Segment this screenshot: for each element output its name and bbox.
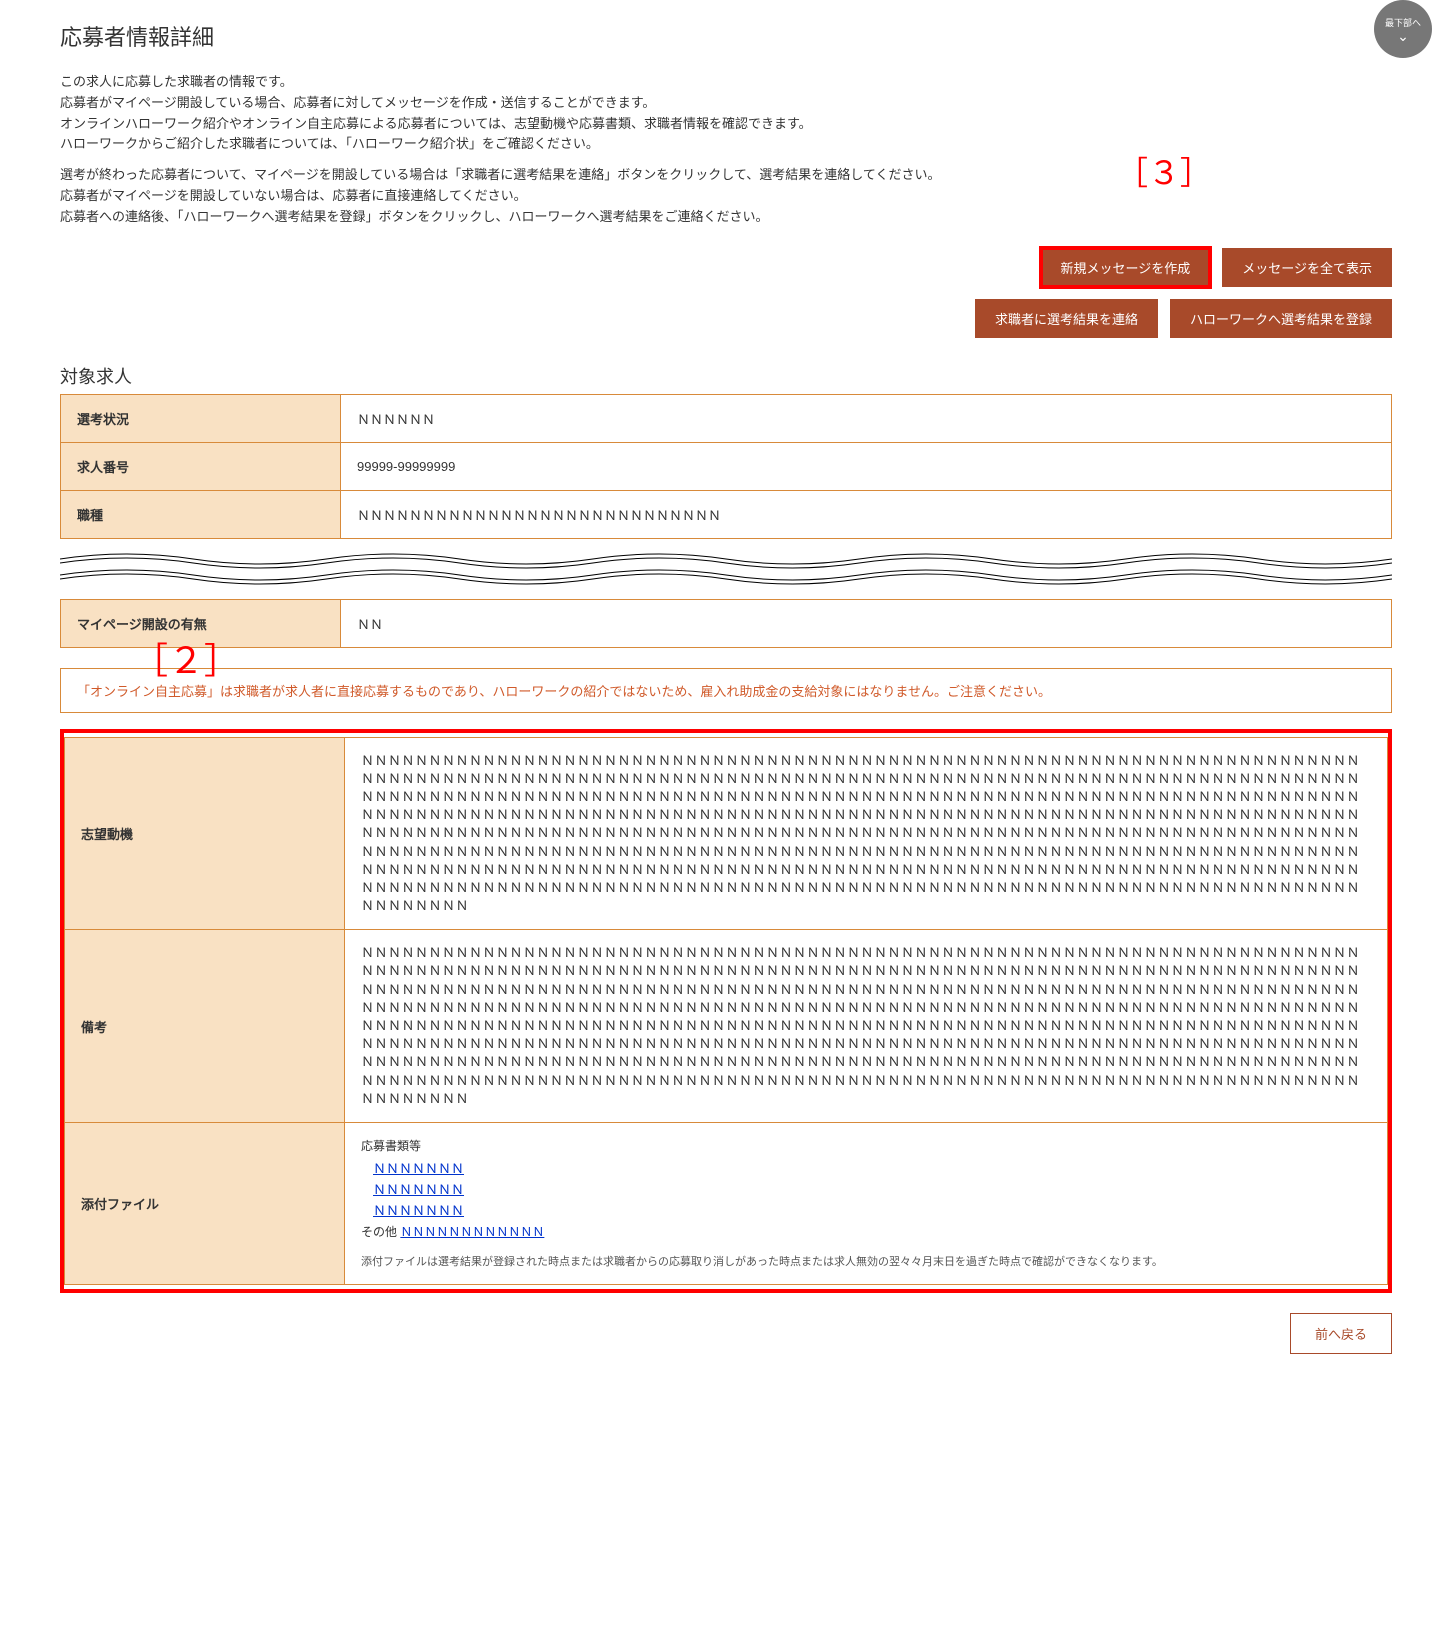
application-detail-table: 志望動機 ＮＮＮＮＮＮＮＮＮＮＮＮＮＮＮＮＮＮＮＮＮＮＮＮＮＮＮＮＮＮＮＮＮＮＮ… — [64, 737, 1388, 1286]
highlighted-section: 志望動機 ＮＮＮＮＮＮＮＮＮＮＮＮＮＮＮＮＮＮＮＮＮＮＮＮＮＮＮＮＮＮＮＮＮＮＮ… — [60, 729, 1392, 1294]
attachment-header: 応募書類等 — [361, 1137, 1371, 1154]
new-message-button[interactable]: 新規メッセージを作成 — [1041, 248, 1211, 287]
notify-applicant-button[interactable]: 求職者に選考結果を連絡 — [975, 299, 1158, 338]
intro-line: オンラインハローワーク紹介やオンライン自主応募による応募者については、志望動機や… — [60, 114, 1392, 135]
table-row: マイページ開設の有無 ＮＮ — [61, 599, 1392, 647]
section-target-job: 対象求人 — [60, 363, 1392, 389]
button-row-1: 新規メッセージを作成 メッセージを全て表示 — [60, 248, 1392, 287]
mypage-table: マイページ開設の有無 ＮＮ — [60, 599, 1392, 648]
content-break-icon — [60, 549, 1392, 589]
attachment-note: 添付ファイルは選考結果が登録された時点または求職者からの応募取り消しがあった時点… — [361, 1254, 1371, 1271]
table-row: 求人番号 99999-99999999 — [61, 442, 1392, 490]
cell-value: ＮＮＮＮＮＮＮＮＮＮＮＮＮＮＮＮＮＮＮＮＮＮＮＮＮＮＮＮＮＮＮＮＮＮＮＮＮＮＮＮ… — [345, 930, 1388, 1123]
register-result-button[interactable]: ハローワークへ選考結果を登録 — [1170, 299, 1392, 338]
table-row: 選考状況 ＮＮＮＮＮＮ — [61, 394, 1392, 442]
chevron-down-icon: ⌄ — [1397, 29, 1409, 43]
cell-value: ＮＮＮＮＮＮＮＮＮＮＮＮＮＮＮＮＮＮＮＮＮＮＮＮＮＮＮＮＮＮＮＮＮＮＮＮＮＮＮＮ… — [345, 737, 1388, 930]
intro-line: 応募者への連絡後、「ハローワークへ選考結果を登録」ボタンをクリックし、ハローワー… — [60, 207, 1392, 228]
back-button[interactable]: 前へ戻る — [1290, 1313, 1392, 1354]
cell-label: 備考 — [65, 930, 345, 1123]
cell-label: 職種 — [61, 490, 341, 538]
cell-value: 99999-99999999 — [341, 442, 1392, 490]
attachment-cell: 応募書類等 ＮＮＮＮＮＮＮ ＮＮＮＮＮＮＮ ＮＮＮＮＮＮＮ その他 ＮＮＮＮＮＮ… — [345, 1122, 1388, 1285]
show-all-messages-button[interactable]: メッセージを全て表示 — [1222, 248, 1392, 287]
intro-line: 応募者がマイページ開設している場合、応募者に対してメッセージを作成・送信すること… — [60, 93, 1392, 114]
button-row-2: 求職者に選考結果を連絡 ハローワークへ選考結果を登録 — [60, 299, 1392, 338]
cell-value: ＮＮＮＮＮＮＮＮＮＮＮＮＮＮＮＮＮＮＮＮＮＮＮＮＮＮＮＮ — [341, 490, 1392, 538]
page-title: 応募者情報詳細 — [60, 20, 1392, 52]
attachment-other-link[interactable]: ＮＮＮＮＮＮＮＮＮＮＮＮ — [400, 1225, 544, 1239]
scroll-to-bottom-badge[interactable]: 最下部へ ⌄ — [1374, 0, 1432, 58]
cell-label: 添付ファイル — [65, 1122, 345, 1285]
footer-button-row: 前へ戻る — [60, 1313, 1392, 1354]
attachment-other-label: その他 — [361, 1225, 400, 1239]
table-row: 備考 ＮＮＮＮＮＮＮＮＮＮＮＮＮＮＮＮＮＮＮＮＮＮＮＮＮＮＮＮＮＮＮＮＮＮＮＮＮ… — [65, 930, 1388, 1123]
attachment-link[interactable]: ＮＮＮＮＮＮＮ — [373, 1179, 1371, 1198]
scroll-badge-label: 最下部へ — [1385, 16, 1421, 29]
intro-line: この求人に応募した求職者の情報です。 — [60, 72, 1392, 93]
table-row: 志望動機 ＮＮＮＮＮＮＮＮＮＮＮＮＮＮＮＮＮＮＮＮＮＮＮＮＮＮＮＮＮＮＮＮＮＮＮ… — [65, 737, 1388, 930]
notice-box: 「オンライン自主応募」は求職者が求人者に直接応募するものであり、ハローワークの紹… — [60, 668, 1392, 713]
attachment-link[interactable]: ＮＮＮＮＮＮＮ — [373, 1158, 1371, 1177]
attachment-other: その他 ＮＮＮＮＮＮＮＮＮＮＮＮ — [361, 1223, 1371, 1240]
attachment-link[interactable]: ＮＮＮＮＮＮＮ — [373, 1200, 1371, 1219]
annotation-marker-2: ［２］ — [132, 632, 240, 684]
table-row: 添付ファイル 応募書類等 ＮＮＮＮＮＮＮ ＮＮＮＮＮＮＮ ＮＮＮＮＮＮＮ その他… — [65, 1122, 1388, 1285]
cell-label: 選考状況 — [61, 394, 341, 442]
cell-label: 求人番号 — [61, 442, 341, 490]
table-row: 職種 ＮＮＮＮＮＮＮＮＮＮＮＮＮＮＮＮＮＮＮＮＮＮＮＮＮＮＮＮ — [61, 490, 1392, 538]
cell-value: ＮＮＮＮＮＮ — [341, 394, 1392, 442]
cell-value: ＮＮ — [341, 599, 1392, 647]
annotation-marker-3: ［３］ — [1116, 148, 1212, 194]
notice-text: 「オンライン自主応募」は求職者が求人者に直接応募するものであり、ハローワークの紹… — [77, 684, 1051, 699]
cell-label: 志望動機 — [65, 737, 345, 930]
target-job-table: 選考状況 ＮＮＮＮＮＮ 求人番号 99999-99999999 職種 ＮＮＮＮＮ… — [60, 394, 1392, 539]
